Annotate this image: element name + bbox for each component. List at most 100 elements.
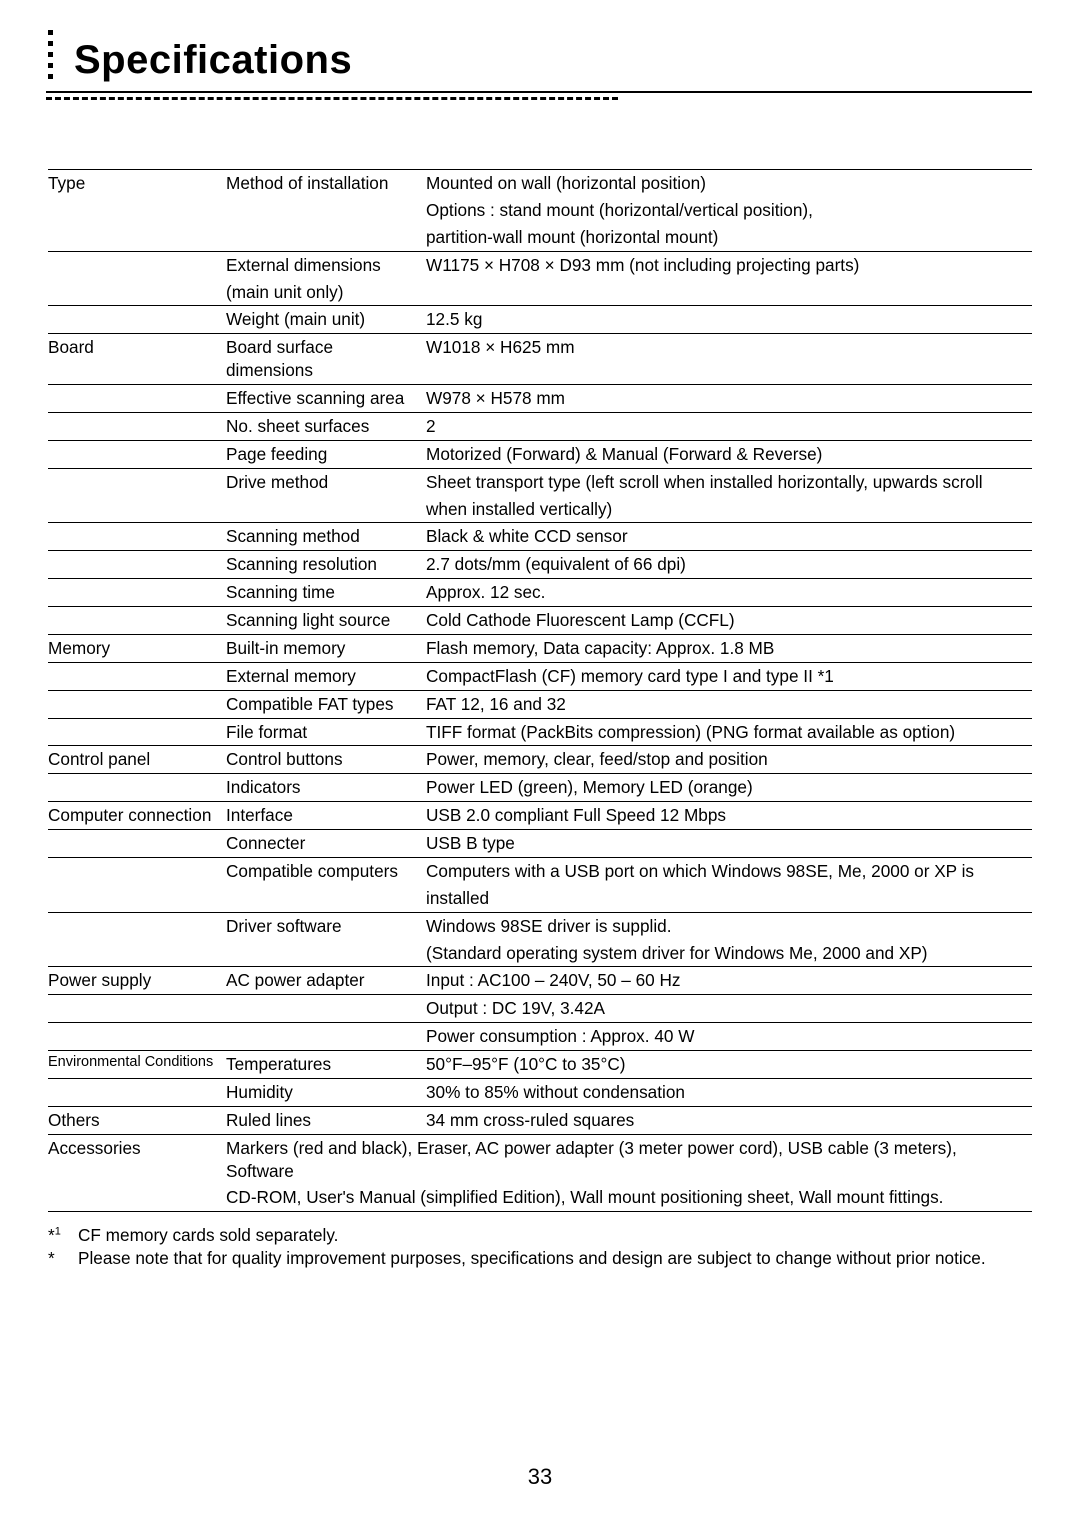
header-rule [46,91,1032,99]
value-cell: installed [426,885,1032,912]
table-row: Compatible computersComputers with a USB… [48,857,1032,884]
category-cell: Others [48,1106,226,1134]
category-cell [48,385,226,413]
category-cell [48,885,226,912]
value-cell: partition-wall mount (horizontal mount) [426,224,1032,251]
value-cell: Flash memory, Data capacity: Approx. 1.8… [426,634,1032,662]
value-cell: Sheet transport type (left scroll when i… [426,468,1032,495]
table-row: Power consumption : Approx. 40 W [48,1023,1032,1051]
category-cell [48,995,226,1023]
table-row: Scanning methodBlack & white CCD sensor [48,523,1032,551]
table-row: AccessoriesMarkers (red and black), Eras… [48,1134,1032,1184]
category-cell: Power supply [48,967,226,995]
category-cell [48,306,226,334]
attribute-cell: External dimensions [226,251,426,278]
attribute-cell: Compatible computers [226,857,426,884]
footnote-asterisk: * [48,1225,55,1245]
table-row: Effective scanning areaW978 × H578 mm [48,385,1032,413]
category-cell [48,912,226,939]
table-row: CD-ROM, User's Manual (simplified Editio… [48,1184,1032,1211]
category-cell [48,251,226,278]
footnotes: *1 CF memory cards sold separately. * Pl… [48,1224,1032,1270]
value-cell: Windows 98SE driver is supplid. [426,912,1032,939]
category-cell [48,468,226,495]
table-row: External dimensionsW1175 × H708 × D93 mm… [48,251,1032,278]
category-cell [48,607,226,635]
value-cell: 12.5 kg [426,306,1032,334]
table-row: Driver softwareWindows 98SE driver is su… [48,912,1032,939]
category-cell [48,496,226,523]
table-row: Control panelControl buttonsPower, memor… [48,746,1032,774]
value-cell: Cold Cathode Fluorescent Lamp (CCFL) [426,607,1032,635]
attribute-cell: Scanning time [226,579,426,607]
footnote-2-text: Please note that for quality improvement… [78,1247,986,1270]
attribute-cell: Connecter [226,830,426,858]
value-cell: W978 × H578 mm [426,385,1032,413]
page-header: Specifications [48,30,1032,83]
value-cell: Power, memory, clear, feed/stop and posi… [426,746,1032,774]
category-cell [48,551,226,579]
value-cell [426,279,1032,306]
table-row: Drive methodSheet transport type (left s… [48,468,1032,495]
attribute-cell [226,496,426,523]
attribute-cell: Humidity [226,1078,426,1106]
attribute-cell [226,885,426,912]
table-row: Computer connectionInterfaceUSB 2.0 comp… [48,802,1032,830]
value-cell: 34 mm cross-ruled squares [426,1106,1032,1134]
footnote-sup: 1 [55,1226,61,1238]
table-row: Scanning timeApprox. 12 sec. [48,579,1032,607]
value-cell: CompactFlash (CF) memory card type I and… [426,662,1032,690]
attribute-cell: Temperatures [226,1051,426,1079]
table-row: Humidity30% to 85% without condensation [48,1078,1032,1106]
value-cell: Approx. 12 sec. [426,579,1032,607]
category-cell: Memory [48,634,226,662]
value-cell: Options : stand mount (horizontal/vertic… [426,197,1032,224]
header-dots-decoration [48,30,60,83]
attribute-cell [226,995,426,1023]
page-number: 33 [528,1464,552,1490]
category-cell [48,830,226,858]
attribute-cell: AC power adapter [226,967,426,995]
attribute-cell: Control buttons [226,746,426,774]
value-cell: Power consumption : Approx. 40 W [426,1023,1032,1051]
table-row: No. sheet surfaces2 [48,412,1032,440]
category-cell [48,718,226,746]
attribute-cell: External memory [226,662,426,690]
table-row: Scanning light sourceCold Cathode Fluore… [48,607,1032,635]
category-cell: Accessories [48,1134,226,1184]
attribute-cell: Driver software [226,912,426,939]
attribute-cell: (main unit only) [226,279,426,306]
value-cell: Input : AC100 – 240V, 50 – 60 Hz [426,967,1032,995]
table-row: installed [48,885,1032,912]
category-cell [48,690,226,718]
value-cell: Power LED (green), Memory LED (orange) [426,774,1032,802]
value-cell: USB B type [426,830,1032,858]
attribute-cell: Scanning light source [226,607,426,635]
category-cell: Environmental Conditions [48,1051,226,1079]
attribute-cell: Weight (main unit) [226,306,426,334]
category-cell [48,523,226,551]
table-row: Scanning resolution2.7 dots/mm (equivale… [48,551,1032,579]
table-row: (Standard operating system driver for Wi… [48,940,1032,967]
table-row: External memoryCompactFlash (CF) memory … [48,662,1032,690]
attribute-cell: Built-in memory [226,634,426,662]
value-cell: USB 2.0 compliant Full Speed 12 Mbps [426,802,1032,830]
table-row: Power supplyAC power adapterInput : AC10… [48,967,1032,995]
attribute-cell: Scanning resolution [226,551,426,579]
table-row: Environmental ConditionsTemperatures50°F… [48,1051,1032,1079]
table-row: BoardBoard surface dimensionsW1018 × H62… [48,334,1032,385]
value-cell: Output : DC 19V, 3.42A [426,995,1032,1023]
table-row: Page feedingMotorized (Forward) & Manual… [48,440,1032,468]
footnote-2-mark: * [48,1247,72,1270]
value-cell: Markers (red and black), Eraser, AC powe… [226,1134,1032,1184]
attribute-cell: Interface [226,802,426,830]
category-cell [48,412,226,440]
category-cell [48,662,226,690]
page-title: Specifications [74,38,352,83]
footnote-2: * Please note that for quality improveme… [48,1247,1032,1270]
attribute-cell [226,940,426,967]
value-cell: (Standard operating system driver for Wi… [426,940,1032,967]
table-row: ConnecterUSB B type [48,830,1032,858]
value-cell: 2.7 dots/mm (equivalent of 66 dpi) [426,551,1032,579]
category-cell [48,440,226,468]
